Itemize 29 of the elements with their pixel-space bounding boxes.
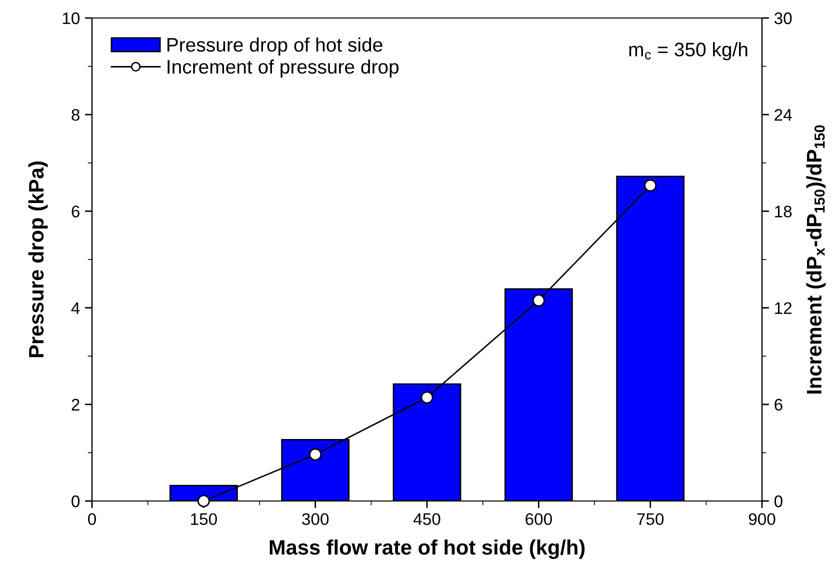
annotation: m$_{c}$ = 350 kg/h	[629, 42, 748, 60]
point	[420, 391, 434, 404]
legend-label: Increment of pressure drop	[168, 59, 399, 78]
x-tick-label: 0	[88, 513, 96, 526]
y2-tick-label: 18	[775, 206, 792, 218]
y2-tick-label: 0	[774, 495, 782, 508]
y-tick-label: 6	[72, 206, 80, 218]
y2-tick-label: 30	[774, 12, 792, 24]
point	[309, 448, 322, 461]
x-axis-title: Mass flow rate of hot side (kg/h)	[270, 539, 585, 559]
y-tick-label: 10	[62, 12, 80, 24]
x-tick-label: 150	[191, 513, 217, 526]
x-tick-label: 450	[413, 513, 440, 526]
x-tick-label: 900	[748, 513, 776, 526]
y2-tick-label: 24	[774, 109, 792, 121]
point	[644, 179, 657, 192]
y2-tick-label: 12	[775, 302, 792, 314]
legend-label: Pressure drop of hot side	[167, 37, 382, 56]
y-tick-label: 0	[72, 495, 80, 508]
y-tick-label: 2	[72, 398, 80, 410]
y2-tick-label: 6	[774, 398, 782, 411]
x-tick-label: 300	[302, 513, 329, 526]
y-tick-label: 8	[72, 109, 80, 121]
point	[532, 294, 545, 307]
x-tick-label: 750	[637, 513, 664, 526]
x-tick-label: 600	[526, 513, 552, 526]
y2-axis-title: Increment (dP$_{x}$-dP$_{150}$)/dP$_{150}$	[806, 125, 826, 394]
y-axis-title: Pressure drop (kPa)	[28, 162, 48, 358]
y-tick-label: 4	[71, 302, 80, 314]
